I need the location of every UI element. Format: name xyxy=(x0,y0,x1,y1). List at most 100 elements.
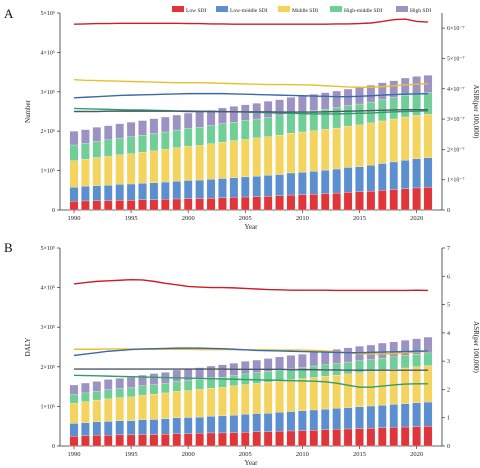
bar-segment-middle xyxy=(115,397,124,421)
bar-segment-middle xyxy=(320,129,330,171)
bar-segment-high_middle xyxy=(92,141,102,158)
y2-tick-label: 5 xyxy=(447,303,450,309)
legend-label-high_middle: High-middle SDI xyxy=(344,8,383,14)
bar-segment-low_middle xyxy=(252,175,261,197)
bar-segment-middle xyxy=(69,160,79,188)
bar-segment-middle xyxy=(412,115,421,159)
y-tick-label: 0 xyxy=(52,444,55,450)
bar-segment-low_middle xyxy=(412,158,421,189)
bar-segment-low_middle xyxy=(206,179,216,199)
bar-segment-low xyxy=(172,198,182,211)
bar-segment-low_middle xyxy=(229,414,239,433)
bar-segment-middle xyxy=(218,387,227,417)
bar-segment-high_middle xyxy=(355,103,364,126)
bar-segment-low xyxy=(183,433,193,447)
bar-segment-high_middle xyxy=(378,357,387,371)
bar-segment-high xyxy=(400,77,410,96)
bar-segment-low_middle xyxy=(195,179,204,199)
bar-segment-low xyxy=(218,432,227,447)
bar-segment-high xyxy=(81,382,90,394)
bar-segment-low xyxy=(195,198,204,211)
bar-segment-middle xyxy=(412,366,421,403)
bar-segment-low_middle xyxy=(149,182,159,200)
bar-segment-high_middle xyxy=(400,95,410,118)
y2-tick-label: 2 xyxy=(447,387,450,393)
bar-segment-low xyxy=(126,434,136,447)
bar-segment-low_middle xyxy=(172,417,182,434)
bar-segment-high xyxy=(138,120,147,136)
x-tick-label: 2020 xyxy=(410,451,423,458)
bar-segment-middle xyxy=(195,389,204,418)
bar-segment-high_middle xyxy=(126,136,136,154)
bar-segment-middle xyxy=(252,383,261,414)
bar-segment-high xyxy=(172,114,182,131)
bar-segment-low_middle xyxy=(161,181,170,200)
bar-segment-low xyxy=(378,190,387,211)
bar-segment-low xyxy=(320,193,330,211)
bar-segment-low_middle xyxy=(298,172,307,195)
bar-segment-high_middle xyxy=(183,380,193,391)
y-axis-label: Number xyxy=(24,99,32,123)
bar-segment-low xyxy=(149,434,159,447)
bar-segment-middle xyxy=(389,369,398,405)
bar-segment-low_middle xyxy=(275,174,284,196)
bar-segment-high_middle xyxy=(400,355,410,369)
bar-segment-middle xyxy=(275,135,284,175)
bar-segment-middle xyxy=(229,385,239,416)
bar-segment-low xyxy=(286,430,296,447)
x-tick-label: 1995 xyxy=(125,451,138,458)
bar-segment-high xyxy=(218,364,227,378)
bar-segment-low xyxy=(332,429,341,447)
bar-segment-high xyxy=(126,376,136,388)
bar-segment-middle xyxy=(400,116,410,161)
bar-segment-low xyxy=(229,197,239,211)
bar-segment-middle xyxy=(126,153,136,185)
bar-segment-high xyxy=(332,349,341,364)
bar-segment-high_middle xyxy=(149,133,159,152)
bar-segment-high xyxy=(81,129,90,144)
bar-segment-middle xyxy=(355,372,364,407)
panel-label: A xyxy=(4,6,14,21)
bar-segment-high_middle xyxy=(218,123,227,143)
bar-segment-high xyxy=(126,122,136,137)
bar-segment-high_middle xyxy=(92,391,102,401)
y2-tick-label: 3 xyxy=(447,359,450,365)
bar-segment-high_middle xyxy=(355,360,364,373)
bar-segment-low xyxy=(115,200,124,211)
bar-segment-low_middle xyxy=(286,172,296,196)
x-tick-label: 2010 xyxy=(296,215,309,222)
bar-segment-low xyxy=(218,197,227,211)
bar-segment-low_middle xyxy=(263,413,273,432)
bar-segment-middle xyxy=(115,154,124,185)
bar-segment-high xyxy=(263,101,273,118)
bar-segment-high_middle xyxy=(412,354,421,367)
bar-segment-low xyxy=(138,199,147,211)
bar-segment-high xyxy=(309,94,319,111)
bar-segment-low xyxy=(298,430,307,447)
bar-segment-high_middle xyxy=(275,369,284,382)
bar-segment-low xyxy=(275,431,284,447)
bar-segment-high_middle xyxy=(423,352,433,366)
bar-segment-high xyxy=(161,116,170,133)
bar-segment-low_middle xyxy=(412,402,421,427)
y2-tick-label: 7 xyxy=(447,246,450,252)
x-tick-label: 1990 xyxy=(68,451,81,458)
bar-segment-low_middle xyxy=(423,157,433,188)
bar-segment-low xyxy=(366,190,376,211)
bar-segment-high_middle xyxy=(172,381,182,392)
y2-tick-label: 1×10⁻⁷ xyxy=(447,178,465,184)
y2-tick-label: 6×10⁻⁷ xyxy=(447,26,465,32)
bar-segment-high xyxy=(104,379,113,390)
bar-segment-low xyxy=(69,435,79,447)
bar-segment-high xyxy=(92,381,102,392)
legend-label-high: High SDI xyxy=(410,8,431,14)
bar-segment-low_middle xyxy=(69,423,79,437)
bar-segment-low_middle xyxy=(366,164,376,192)
bar-segment-high_middle xyxy=(149,384,159,395)
bar-segment-high xyxy=(229,106,239,123)
bar-segment-middle xyxy=(309,377,319,411)
bar-segment-low_middle xyxy=(355,406,364,429)
bar-segment-middle xyxy=(263,382,273,414)
bar-segment-high xyxy=(275,99,284,116)
bar-segment-high xyxy=(195,367,204,380)
